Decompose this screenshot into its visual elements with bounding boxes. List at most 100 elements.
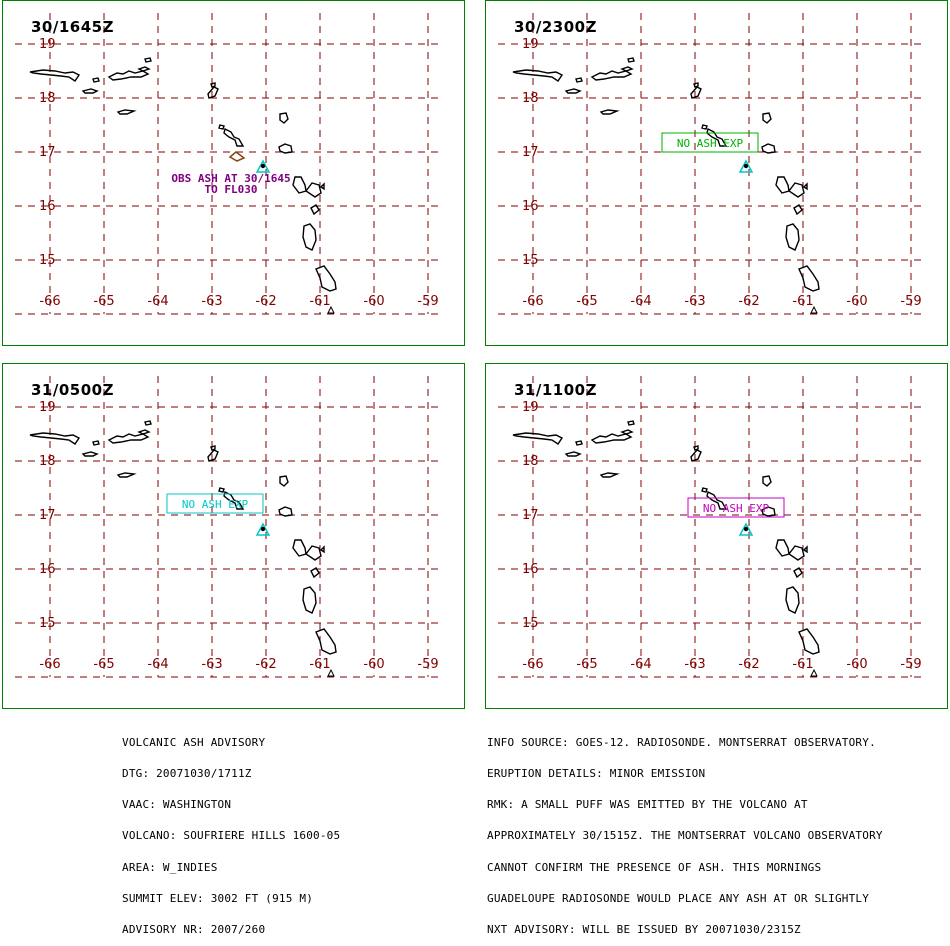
island-outline (92, 77, 100, 83)
lat-lon-grid (15, 13, 438, 315)
lon-label: -63 (201, 294, 222, 309)
lon-label: -59 (417, 294, 438, 309)
advisory-line: AREA: W_INDIES (122, 860, 218, 874)
advisory-line: VAAC: WASHINGTON (122, 798, 232, 812)
volcano-triangle (738, 159, 754, 173)
island-outline (564, 88, 582, 94)
island-outline (218, 487, 225, 493)
volcano-triangle-icon (738, 159, 754, 173)
lat-label: 17 (39, 145, 56, 160)
island-outline (590, 433, 633, 444)
advisory-line: GUADELOUPE RADIOSONDE WOULD PLACE ANY AS… (487, 891, 870, 905)
island-outline (793, 567, 803, 579)
island-outline (292, 176, 322, 198)
lon-label: -64 (147, 657, 168, 672)
lon-label: -61 (309, 294, 330, 309)
island-outline (775, 539, 805, 561)
island-outline (798, 628, 820, 655)
lon-label: -62 (255, 657, 276, 672)
island-outline (279, 112, 289, 124)
island-outline (599, 109, 620, 115)
island-outline (302, 223, 317, 251)
island-outline (762, 112, 772, 124)
island-outline (279, 475, 289, 487)
lon-label: -64 (630, 294, 651, 309)
island-outline (107, 433, 150, 444)
lat-label: 15 (39, 253, 56, 268)
island-outline (302, 586, 317, 614)
lon-label: -63 (684, 657, 705, 672)
forecast-panel-3: 19 18 17 16 15 -66 -65 -64 -63 -62 -61 -60 -59 NO ASH… (2, 363, 465, 709)
lon-label: -66 (39, 294, 60, 309)
coastlines (512, 57, 820, 314)
annotation-box (661, 132, 759, 153)
island-outline (144, 420, 152, 426)
lon-label: -63 (684, 294, 705, 309)
lon-label: -60 (363, 657, 384, 672)
island-outline (690, 86, 702, 99)
lon-label: -61 (792, 294, 813, 309)
lon-label: -65 (576, 294, 597, 309)
lon-label: -62 (738, 294, 759, 309)
island-outline (512, 69, 564, 82)
volcano-vent (743, 163, 749, 169)
island-outline (207, 86, 219, 99)
island-outline (223, 127, 245, 147)
advisory-line: RMK: A SMALL PUFF WAS EMITTED BY THE VOL… (487, 798, 808, 812)
small-island (810, 668, 818, 677)
island-outline (620, 429, 634, 435)
island-outline (793, 204, 803, 216)
annotation-text: NO ASH EXP (677, 137, 744, 150)
lon-label: -59 (417, 657, 438, 672)
panel-time-label: 31/0500Z (31, 381, 114, 399)
annotation-box (166, 493, 264, 514)
island-outline (116, 472, 137, 478)
lon-label: -65 (93, 657, 114, 672)
island-outline (278, 143, 293, 154)
island-outline (785, 586, 800, 614)
lat-label: 18 (522, 454, 539, 469)
volcano-triangle-icon (738, 522, 754, 536)
island-outline (575, 440, 583, 446)
advisory-details-right: INFO SOURCE: GOES-12. RADIOSONDE. MONTSE… (487, 717, 883, 946)
island-outline (775, 176, 805, 198)
island-outline (92, 440, 100, 446)
island-outline (798, 265, 820, 292)
lon-label: -64 (630, 657, 651, 672)
island-outline (144, 57, 152, 63)
island-outline (785, 223, 800, 251)
island-outline (29, 69, 81, 82)
forecast-panel-1: 19 18 17 16 15 -66 -65 -64 -63 -62 -61 -60 -59 OBS AS… (2, 0, 465, 346)
island-outline (575, 77, 583, 83)
island-outline (701, 487, 708, 493)
island-outline (210, 445, 216, 451)
advisory-line: INFO SOURCE: GOES-12. RADIOSONDE. MONTSE… (487, 735, 876, 749)
lon-label: -65 (576, 657, 597, 672)
lat-label: 19 (522, 37, 539, 52)
lon-label: -66 (522, 657, 543, 672)
island-outline (512, 432, 564, 445)
lon-label: -60 (846, 657, 867, 672)
island-outline (310, 204, 320, 216)
annotation-text: NO ASH EXP (182, 498, 249, 511)
island-outline (706, 127, 728, 147)
advisory-line: DTG: 20071030/1711Z (122, 767, 252, 781)
island-outline (590, 70, 633, 81)
volcano-triangle (255, 159, 271, 173)
coastlines (29, 420, 337, 677)
lon-label: -61 (309, 657, 330, 672)
annotation-text: NO ASH EXP (703, 502, 770, 515)
annotation-box (687, 497, 785, 518)
ash-area-polygon (228, 151, 246, 162)
island-outline (137, 66, 151, 72)
lat-label: 18 (522, 91, 539, 106)
advisory-line: CANNOT CONFIRM THE PRESENCE OF ASH. THIS… (487, 860, 822, 874)
panel-time-label: 30/2300Z (514, 18, 597, 36)
small-island (327, 668, 335, 677)
island-outline (116, 109, 137, 115)
volcano-vent (260, 526, 266, 532)
lat-label: 15 (39, 616, 56, 631)
advisory-line: SUMMIT ELEV: 3002 FT (915 M) (122, 891, 314, 905)
island-outline (319, 545, 325, 554)
advisory-line: VOLCANO: SOUFRIERE HILLS 1600-05 (122, 829, 341, 843)
